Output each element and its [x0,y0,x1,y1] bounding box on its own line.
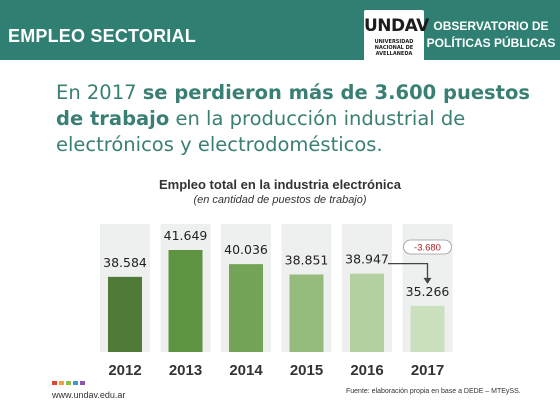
chart-subtitle: (en cantidad de puestos de trabajo) [193,194,367,206]
logo-mark: UNDAV [364,16,429,36]
bar [108,276,142,352]
footer-color-strip [52,381,85,385]
observatory-title: OBSERVATORIO DE POLÍTICAS PÚBLICAS [424,18,558,52]
section-title: EMPLEO SECTORIAL [8,26,196,46]
undav-logo: UNDAV UNIVERSIDAD NACIONAL DE AVELLANEDA [364,10,429,66]
logo-line: AVELLANEDA [375,51,413,57]
bar [289,274,324,352]
chart-title: Empleo total en la industria electrónica [158,177,401,192]
annotation-label: -3.680 [414,243,441,254]
logo-line: NACIONAL DE [374,45,414,51]
headline-bold: se perdieron más de 3.600 puestos de tra… [56,81,530,130]
bar [229,264,263,352]
logo-line: UNIVERSIDAD [374,39,414,45]
headline-part2: en la producción industrial de electróni… [56,107,466,156]
data-label: 38.947 [345,252,389,267]
annotation-arrow-head [423,277,432,284]
data-label: 40.036 [224,242,268,257]
observatory-line1: OBSERVATORIO DE [433,19,549,33]
source-note: Fuente: elaboración propia en base a DED… [346,388,521,395]
data-label: 38.584 [103,255,147,270]
annotation-arrow-line [388,263,429,280]
bar [350,273,384,352]
website-link[interactable]: www.undav.edu.ar [52,390,126,400]
category-label: 2014 [229,362,263,379]
category-label: 2017 [411,362,444,379]
headline-part1: En 2017 [56,81,143,104]
data-label: 38.851 [285,252,329,267]
headline: En 2017 se perdieron más de 3.600 puesto… [56,80,556,158]
observatory-line2: POLÍTICAS PÚBLICAS [426,36,556,50]
category-label: 2015 [290,362,323,379]
bar [168,250,203,352]
category-label: 2016 [350,362,383,379]
data-label: 41.649 [164,228,208,243]
data-label: 35.266 [406,284,450,299]
header-bar: EMPLEO SECTORIAL UNDAV UNIVERSIDAD NACIO… [0,0,560,66]
category-label: 2013 [169,362,202,379]
logo-text: UNIVERSIDAD NACIONAL DE AVELLANEDA [364,39,424,57]
bar [410,305,445,352]
annotation-badge [403,239,452,255]
category-label: 2012 [108,362,141,379]
